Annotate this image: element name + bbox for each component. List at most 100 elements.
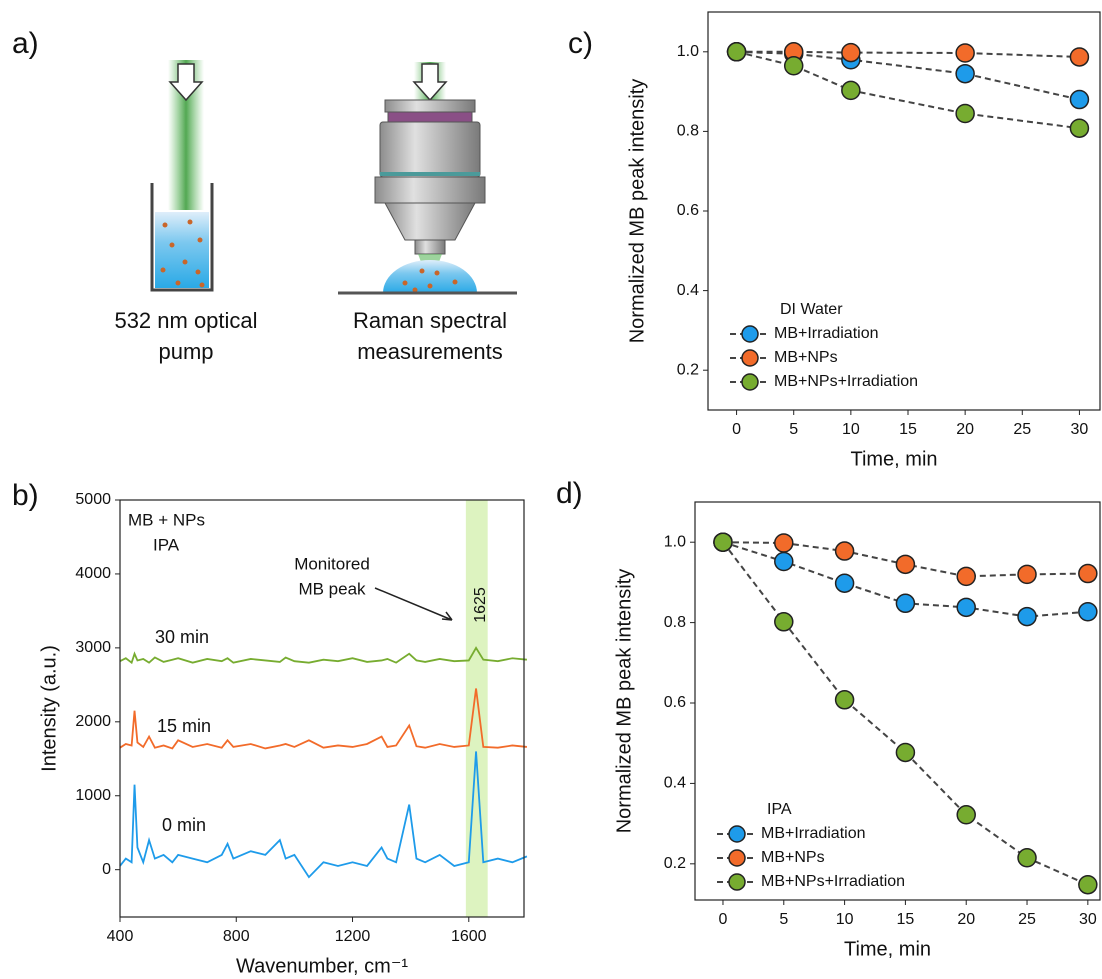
- data-point: [956, 805, 976, 825]
- data-point: [774, 533, 794, 553]
- y-tick-label: 0.2: [664, 855, 686, 872]
- data-point: [726, 42, 747, 62]
- legend-title: IPA: [767, 801, 792, 818]
- data-point: [783, 55, 804, 76]
- legend-marker: [728, 873, 746, 891]
- y-tick-label: 0.8: [664, 614, 686, 631]
- diagram-label: Raman spectral: [353, 308, 507, 333]
- annotation: IPA: [153, 535, 180, 554]
- panel-label: c): [568, 27, 593, 60]
- x-tick-label: 20: [957, 911, 975, 928]
- data-point: [895, 554, 916, 575]
- y-tick-label: 2000: [75, 713, 111, 730]
- data-point: [895, 742, 916, 763]
- data-point: [955, 103, 975, 124]
- y-tick-label: 1000: [75, 787, 111, 804]
- x-tick-label: 15: [899, 421, 917, 438]
- x-tick-label: 25: [1013, 421, 1031, 438]
- data-point: [834, 541, 855, 561]
- data-point: [1069, 89, 1090, 110]
- x-tick-label: 30: [1079, 911, 1097, 928]
- data-point: [955, 63, 975, 84]
- series-line: [119, 646, 527, 665]
- y-tick-label: 0.4: [664, 775, 686, 792]
- series-label: 30 min: [155, 627, 209, 647]
- legend-marker: [728, 825, 746, 843]
- legend-marker: [741, 349, 759, 367]
- legend-label: MB+NPs+Irradiation: [774, 373, 918, 390]
- x-axis-label: Time, min: [844, 938, 931, 960]
- x-tick-label: 5: [779, 911, 788, 928]
- legend-marker: [728, 849, 746, 867]
- diagram-label: pump: [158, 339, 213, 364]
- x-tick-label: 25: [1018, 911, 1036, 928]
- x-tick-label: 0: [719, 911, 728, 928]
- x-axis-label: Wavenumber, cm⁻¹: [236, 955, 408, 977]
- data-point: [956, 566, 976, 587]
- x-tick-label: 5: [789, 421, 798, 438]
- plot-frame: [707, 11, 1101, 411]
- data-point: [1017, 606, 1037, 627]
- plot-frame: [694, 501, 1101, 901]
- diagram-label: 532 nm optical: [114, 308, 257, 333]
- x-axis-label: Time, min: [850, 448, 937, 470]
- series-line: [119, 751, 528, 879]
- data-point: [956, 597, 976, 618]
- y-tick-label: 0: [102, 861, 111, 878]
- legend-marker: [741, 325, 759, 343]
- data-point: [774, 551, 794, 572]
- legend-label: MB+NPs: [774, 349, 838, 366]
- diagram-label: measurements: [357, 339, 503, 364]
- y-tick-label: 5000: [75, 491, 111, 508]
- x-tick-label: 15: [897, 911, 915, 928]
- x-tick-label: 1200: [335, 928, 371, 945]
- x-tick-label: 30: [1071, 421, 1089, 438]
- y-tick-label: 0.6: [664, 694, 686, 711]
- data-point: [713, 532, 733, 552]
- data-point: [1069, 47, 1090, 67]
- annotation: MB peak: [298, 579, 366, 598]
- y-tick-label: 1.0: [677, 43, 699, 60]
- data-point: [1017, 848, 1037, 868]
- y-axis-label: Normalized MB peak intensity: [626, 79, 648, 344]
- annotation-arrow: [374, 587, 453, 621]
- y-tick-label: 3000: [75, 639, 111, 656]
- y-tick-label: 0.8: [677, 123, 699, 140]
- legend-label: MB+NPs+Irradiation: [761, 873, 905, 890]
- data-point: [1078, 563, 1098, 584]
- x-tick-label: 10: [842, 421, 860, 438]
- x-tick-label: 0: [732, 421, 741, 438]
- series-label: 15 min: [157, 716, 211, 736]
- panel-label: b): [12, 479, 39, 512]
- annotation: Monitored: [294, 554, 370, 573]
- microscope-diagram: Raman spectral measurements: [338, 62, 517, 364]
- x-tick-label: 400: [107, 928, 134, 945]
- panel-label: a): [12, 27, 39, 60]
- y-tick-label: 0.2: [677, 361, 699, 378]
- x-tick-label: 1600: [451, 928, 487, 945]
- legend-label: MB+Irradiation: [761, 825, 866, 842]
- panel-label: d): [556, 477, 583, 510]
- data-point: [841, 42, 861, 63]
- annotation: MB + NPs: [128, 510, 205, 529]
- legend-marker: [741, 373, 759, 391]
- x-tick-label: 10: [836, 911, 854, 928]
- legend-title: DI Water: [780, 301, 843, 318]
- annotation: 1625: [472, 587, 489, 623]
- x-tick-label: 800: [223, 928, 250, 945]
- y-tick-label: 0.6: [677, 202, 699, 219]
- series-label: 0 min: [162, 815, 206, 835]
- y-tick-label: 1.0: [664, 533, 686, 550]
- data-point: [1017, 564, 1037, 585]
- cuvette-diagram: 532 nm optical pump: [114, 60, 258, 364]
- y-tick-label: 4000: [75, 565, 111, 582]
- data-point: [895, 593, 916, 614]
- data-point: [834, 690, 855, 710]
- y-axis-label: Intensity (a.u.): [38, 645, 60, 772]
- x-tick-label: 20: [956, 421, 974, 438]
- data-point: [841, 80, 861, 101]
- legend-label: MB+NPs: [761, 849, 825, 866]
- data-point: [1078, 874, 1098, 895]
- series-line: [119, 688, 527, 750]
